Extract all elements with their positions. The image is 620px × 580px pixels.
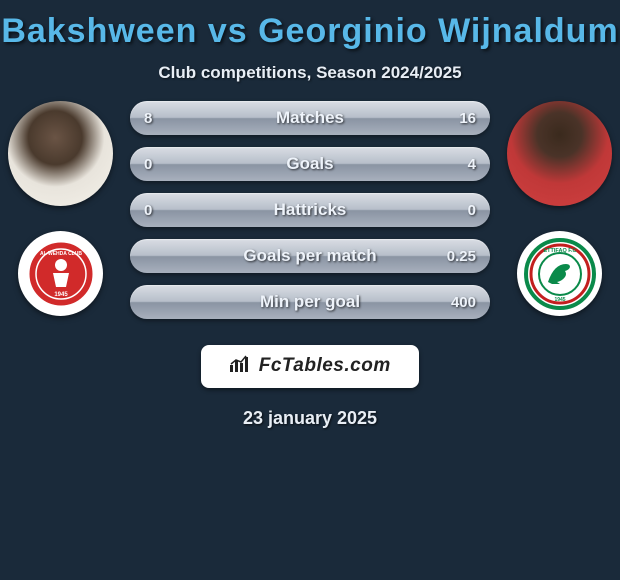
stat-bars: 8 Matches 16 0 Goals 4 0 Hattricks 0 Goa… [130, 101, 490, 331]
svg-text:ETTIFAQ F.C: ETTIFAQ F.C [543, 248, 576, 254]
stat-row-goals-per-match: Goals per match 0.25 [130, 239, 490, 273]
stat-right-value: 0.25 [447, 248, 476, 265]
club-right-badge-svg: ETTIFAQ F.C 1945 [524, 238, 596, 310]
player-right-avatar [507, 101, 612, 206]
stat-row-min-per-goal: Min per goal 400 [130, 285, 490, 319]
date-label: 23 january 2025 [0, 408, 620, 429]
stat-label: Goals per match [243, 246, 376, 266]
stat-right-value: 16 [459, 110, 476, 127]
stat-label: Goals [286, 154, 333, 174]
club-left-badge-svg: AL WEHDA CLUB 1945 [26, 239, 96, 309]
stat-label: Matches [276, 108, 344, 128]
page-subtitle: Club competitions, Season 2024/2025 [0, 55, 620, 101]
stat-right-value: 0 [468, 202, 476, 219]
chart-icon [229, 355, 251, 378]
club-left-badge: AL WEHDA CLUB 1945 [18, 231, 103, 316]
stat-row-matches: 8 Matches 16 [130, 101, 490, 135]
stat-left-value: 0 [144, 202, 152, 219]
stat-left-value: 0 [144, 156, 152, 173]
player-left-avatar [8, 101, 113, 206]
brand-text: FcTables.com [259, 355, 391, 376]
stat-right-value: 400 [451, 294, 476, 311]
stat-label: Hattricks [274, 200, 347, 220]
club-right-badge: ETTIFAQ F.C 1945 [517, 231, 602, 316]
brand-box: FcTables.com [201, 345, 418, 388]
stat-label: Min per goal [260, 292, 360, 312]
svg-text:1945: 1945 [54, 292, 68, 298]
stat-right-value: 4 [468, 156, 476, 173]
svg-text:1945: 1945 [554, 297, 565, 303]
svg-text:AL WEHDA CLUB: AL WEHDA CLUB [40, 251, 82, 257]
stat-row-hattricks: 0 Hattricks 0 [130, 193, 490, 227]
page-title: Bakshween vs Georginio Wijnaldum [0, 0, 620, 55]
stat-row-goals: 0 Goals 4 [130, 147, 490, 181]
branding-area: FcTables.com 23 january 2025 [0, 345, 620, 429]
stat-left-value: 8 [144, 110, 152, 127]
